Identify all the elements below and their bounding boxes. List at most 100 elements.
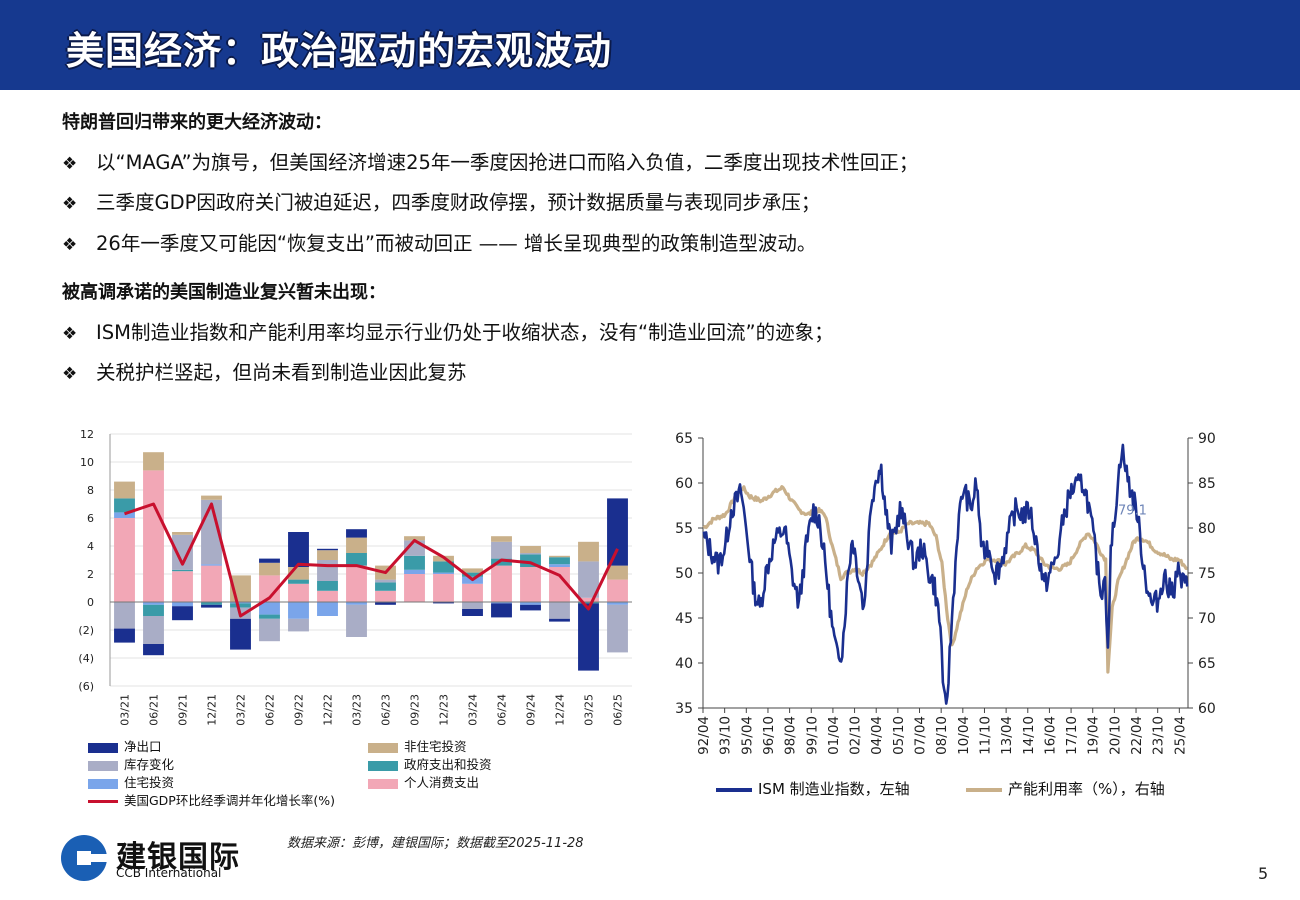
- bar-segment: [143, 470, 164, 602]
- bar-segment: [143, 452, 164, 471]
- bar-segment: [259, 575, 280, 602]
- x-tick-label: 12/24: [554, 694, 567, 726]
- bar-segment: [288, 583, 309, 602]
- bar-segment: [607, 498, 628, 566]
- left-tick-label: 40: [675, 656, 693, 672]
- bar-segment: [230, 602, 251, 604]
- bar-segment: [520, 602, 541, 605]
- bullet-text: 26年一季度又可能因“恢复支出”而被动回正 —— 增长呈现典型的政策制造型波动。: [96, 232, 817, 255]
- x-tick-label: 93/10: [718, 716, 734, 755]
- x-tick-label: 96/10: [761, 716, 777, 755]
- bar-segment: [520, 546, 541, 553]
- bar-segment: [578, 602, 599, 604]
- x-tick-label: 11/10: [977, 716, 993, 755]
- legend-line: [716, 787, 752, 792]
- bar-segment: [607, 602, 628, 605]
- legend-line: [966, 787, 1002, 792]
- bar-segment: [114, 628, 135, 643]
- x-tick-label: 17/10: [1064, 716, 1080, 755]
- bar-segment: [491, 536, 512, 542]
- legend-swatch: [368, 742, 398, 753]
- bar-segment: [607, 565, 628, 580]
- source-note: 数据来源：彭博，建银国际；数据截至2025-11-28: [287, 836, 584, 851]
- bar-segment: [549, 602, 570, 619]
- x-tick-label: 07/04: [913, 716, 929, 755]
- bullet-marker: ❖: [62, 235, 78, 255]
- x-tick-label: 12/21: [206, 694, 219, 726]
- bar-segment: [375, 602, 396, 605]
- bar-segment: [230, 603, 251, 608]
- section-heading-1: 特朗普回归带来的更大经济波动：: [62, 112, 332, 133]
- bar-segment: [549, 557, 570, 565]
- legend-nonres-investment: 非住宅投资: [368, 736, 467, 755]
- legend-net-exports: 净出口: [88, 736, 162, 755]
- bar-segment: [259, 618, 280, 642]
- left-tick-label: 60: [675, 476, 693, 492]
- bullet-text: 关税护栏竖起，但尚未看到制造业因此复苏: [96, 361, 467, 384]
- bar-segment: [201, 602, 222, 605]
- bar-segment: [433, 602, 454, 604]
- capacity-utilization-line: [702, 485, 1188, 674]
- bar-segment: [462, 583, 483, 602]
- legend-swatch: [88, 778, 118, 789]
- x-tick-label: 09/21: [177, 694, 190, 726]
- bar-segment: [317, 550, 338, 560]
- bar-segment: [462, 568, 483, 573]
- bar-segment: [491, 558, 512, 566]
- x-tick-label: 06/25: [612, 694, 625, 726]
- bar-segment: [578, 541, 599, 562]
- bar-segment: [520, 567, 541, 602]
- y-tick-label: 0: [87, 596, 94, 609]
- bar-segment: [172, 532, 193, 535]
- bar-segment: [114, 512, 135, 518]
- x-tick-label: 02/10: [848, 716, 864, 755]
- gdp-growth-line: [124, 502, 619, 618]
- bar-segment: [578, 597, 599, 602]
- bar-segment: [462, 609, 483, 616]
- bar-segment: [143, 616, 164, 644]
- bar-segment: [375, 582, 396, 591]
- bar-segment: [143, 604, 164, 616]
- bar-segment: [549, 567, 570, 602]
- right-tick-label: 75: [1198, 566, 1216, 582]
- bar-segment: [491, 565, 512, 602]
- legend-swatch: [88, 742, 118, 753]
- bar-segment: [288, 602, 309, 619]
- x-tick-label: 20/10: [1107, 716, 1123, 755]
- legend-inventory: 库存变化: [88, 754, 174, 773]
- bar-segment: [172, 534, 193, 570]
- x-tick-label: 22/04: [1129, 716, 1145, 755]
- x-tick-label: 09/23: [409, 694, 422, 726]
- bullet-1-2: ❖ 三季度GDP因政府关门被迫延迟，四季度财政停摆，预计数据质量与表现同步承压；: [62, 186, 820, 215]
- bar-segment: [172, 602, 193, 607]
- bar-segment: [607, 579, 628, 602]
- bar-segment: [230, 618, 251, 650]
- brand-name: 建银国际: [116, 840, 240, 875]
- y-tick-label: 12: [80, 428, 94, 441]
- bar-segment: [114, 518, 135, 602]
- bar-segment: [346, 604, 367, 637]
- legend-line: [88, 800, 118, 803]
- bar-segment: [462, 602, 483, 609]
- legend-government: 政府支出和投资: [368, 754, 492, 773]
- title-bar: 美国经济：政治驱动的宏观波动: [0, 0, 1300, 90]
- bar-segment: [520, 604, 541, 611]
- x-tick-label: 25/04: [1172, 716, 1188, 755]
- bar-segment: [346, 565, 367, 602]
- bar-segment: [491, 541, 512, 559]
- bar-segment: [317, 602, 338, 616]
- legend-ism: ISM 制造业指数，左轴: [716, 778, 910, 799]
- bar-segment: [114, 498, 135, 513]
- legend-swatch: [368, 760, 398, 771]
- bar-segment: [114, 481, 135, 499]
- left-tick-label: 50: [675, 566, 693, 582]
- x-tick-label: 19/04: [1086, 716, 1102, 755]
- bar-segment: [520, 553, 541, 555]
- bar-segment: [201, 565, 222, 602]
- x-tick-label: 23/10: [1151, 716, 1167, 755]
- x-tick-label: 92/04: [696, 716, 712, 755]
- bullet-1-1: ❖ 以“MAGA”为旗号，但美国经济增速25年一季度因抢进口而陷入负值，二季度出现…: [62, 146, 918, 175]
- bar-segment: [143, 644, 164, 656]
- x-tick-label: 13/04: [999, 716, 1015, 755]
